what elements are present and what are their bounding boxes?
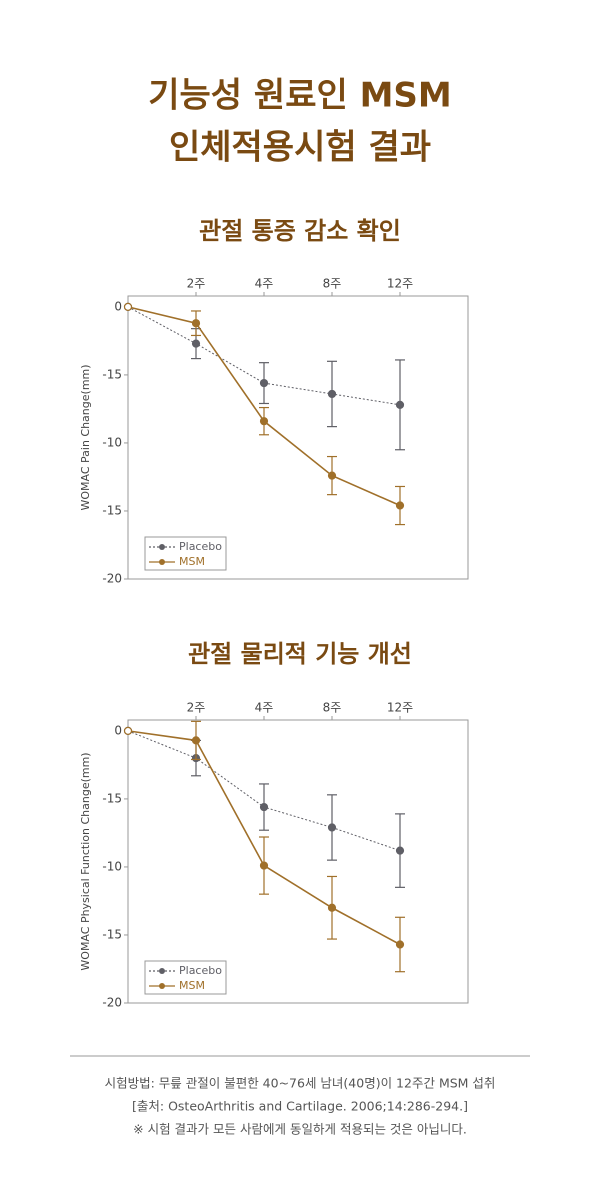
y-tick-label: 0 — [114, 723, 122, 737]
point — [395, 501, 405, 510]
y-tick-label: -20 — [102, 996, 122, 1010]
point — [259, 861, 269, 870]
page-title: 기능성 원료인 MSM — [148, 76, 452, 116]
chart-title: 관절 물리적 기능 개선 — [188, 640, 412, 668]
legend-box — [144, 536, 227, 571]
x-tick-label: 12주 — [387, 701, 413, 715]
point — [259, 378, 269, 388]
legend-label: Placebo — [179, 964, 222, 977]
y-tick-label: -15 — [102, 791, 122, 805]
point — [191, 736, 201, 745]
point — [191, 319, 201, 328]
legend-marker — [159, 968, 165, 974]
y-tick-label: -15 — [102, 367, 122, 381]
page-title: 인체적용시험 결과 — [169, 128, 431, 168]
x-tick-label: 2주 — [187, 277, 206, 291]
y-axis-label: WOMAC Pain Change(mm) — [79, 364, 92, 510]
y-tick-label: -15 — [102, 503, 122, 517]
legend-box — [144, 960, 227, 995]
y-tick-label: -20 — [102, 572, 122, 586]
point — [395, 400, 405, 409]
point — [259, 417, 269, 426]
point — [327, 471, 337, 480]
point — [327, 903, 337, 912]
legend-marker — [159, 983, 165, 989]
legend-label: MSM — [179, 555, 205, 568]
point — [259, 802, 269, 812]
point — [395, 940, 405, 949]
footnote: 시험방법: 무릎 관절이 불편한 40~76세 남녀(40명)이 12주간 MS… — [105, 1076, 496, 1091]
x-tick-label: 4주 — [255, 701, 274, 715]
point — [123, 726, 133, 735]
y-tick-label: -10 — [102, 859, 122, 873]
point — [123, 302, 133, 311]
x-tick-label: 2주 — [187, 701, 206, 715]
y-tick-label: -15 — [102, 927, 122, 941]
y-tick-label: 0 — [114, 299, 122, 313]
x-tick-label: 8주 — [323, 277, 342, 291]
footnote: [출처: OsteoArthritis and Cartilage. 2006;… — [132, 1099, 468, 1114]
series-line — [127, 306, 401, 507]
y-tick-label: -10 — [102, 435, 122, 449]
point — [327, 389, 337, 399]
plot-frame — [127, 719, 469, 1004]
x-tick-label: 4주 — [255, 277, 274, 291]
y-axis-label: WOMAC Physical Function Change(mm) — [79, 752, 92, 970]
legend-marker — [159, 559, 165, 565]
plot-frame — [127, 295, 469, 580]
point — [191, 339, 201, 348]
legend-label: MSM — [179, 979, 205, 992]
x-tick-label: 8주 — [323, 701, 342, 715]
chart-title: 관절 통증 감소 확인 — [199, 217, 401, 245]
footnote: ※ 시험 결과가 모든 사람에게 동일하게 적용되는 것은 아닙니다. — [133, 1122, 467, 1137]
x-tick-label: 12주 — [387, 277, 413, 291]
legend-marker — [159, 544, 165, 550]
point — [395, 846, 405, 855]
point — [327, 823, 337, 832]
legend-label: Placebo — [179, 540, 222, 553]
